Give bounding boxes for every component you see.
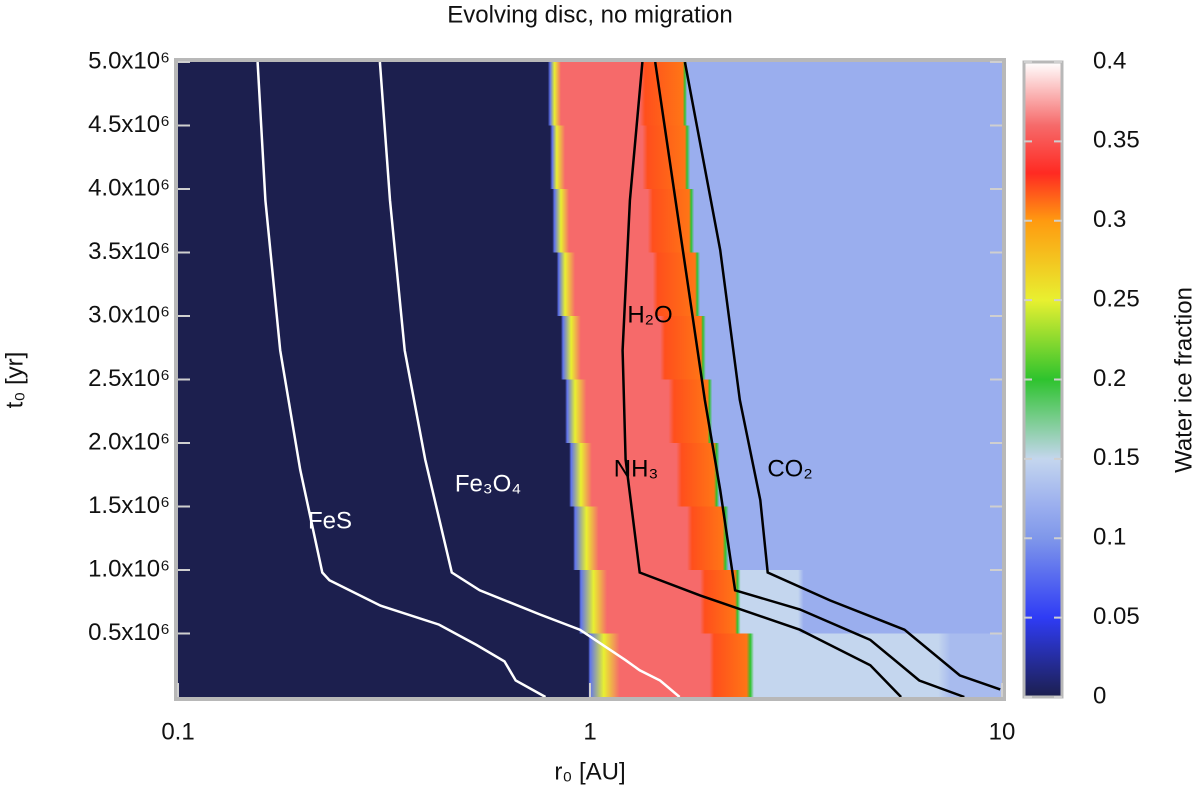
y-tick-label: 1.0x10⁶ [88, 555, 170, 582]
contour-label: CO₂ [767, 455, 812, 482]
y-tick-label: 4.0x10⁶ [88, 174, 170, 201]
contour-line [378, 61, 681, 698]
colorbar-tick-label: 0.35 [1093, 127, 1140, 154]
colorbar-tick-label: 0.1 [1093, 524, 1126, 551]
contour-label: Fe₃O₄ [455, 470, 521, 497]
heatmap-row [178, 189, 1002, 253]
colorbar-tick-label: 0.05 [1093, 603, 1140, 630]
contour-line [653, 61, 965, 699]
heatmap-row [178, 379, 1002, 444]
colorbar-tick-label: 0.25 [1093, 285, 1140, 312]
heatmap-row [178, 62, 1002, 126]
x-tick-label: 1 [583, 718, 596, 745]
x-tick-label: 10 [989, 718, 1016, 745]
y-tick-label: 3.5x10⁶ [88, 238, 170, 265]
heatmap-row [178, 443, 1002, 507]
x-tick-label: 0.1 [161, 718, 194, 745]
contour-line [256, 61, 547, 699]
colorbar-tick-label: 0.3 [1093, 206, 1126, 233]
colorbar-label: Water ice fraction [1170, 287, 1197, 473]
contour-label: FeS [308, 507, 352, 534]
contour-label: NH₃ [614, 455, 658, 482]
colorbar-tick-label: 0.4 [1093, 47, 1126, 74]
heatmap-row [178, 125, 1002, 190]
colorbar-tick-label: 0.15 [1093, 444, 1140, 471]
y-tick-label: 1.5x10⁶ [88, 492, 170, 519]
contour-line [683, 61, 1001, 691]
contour-label: H₂O [627, 301, 672, 328]
colorbar-tick-label: 0.2 [1093, 365, 1126, 392]
plot-frame [174, 58, 1006, 701]
y-tick-label: 0.5x10⁶ [88, 619, 170, 646]
heatmap-row [178, 570, 1002, 634]
y-axis-label: t₀ [yr] [1, 352, 28, 409]
contour-line [621, 61, 902, 698]
colorbar-tick-label: 0 [1093, 682, 1106, 709]
heatmap-row [178, 252, 1002, 317]
x-axis-label: r₀ [AU] [554, 758, 625, 785]
chart-title: Evolving disc, no migration [447, 1, 732, 28]
y-tick-label: 2.0x10⁶ [88, 428, 170, 455]
y-tick-label: 5.0x10⁶ [88, 47, 170, 74]
heatmap-row [178, 316, 1002, 380]
y-tick-label: 2.5x10⁶ [88, 365, 170, 392]
heatmap-row [178, 506, 1002, 571]
y-tick-label: 3.0x10⁶ [88, 301, 170, 328]
y-tick-label: 4.5x10⁶ [88, 111, 170, 138]
